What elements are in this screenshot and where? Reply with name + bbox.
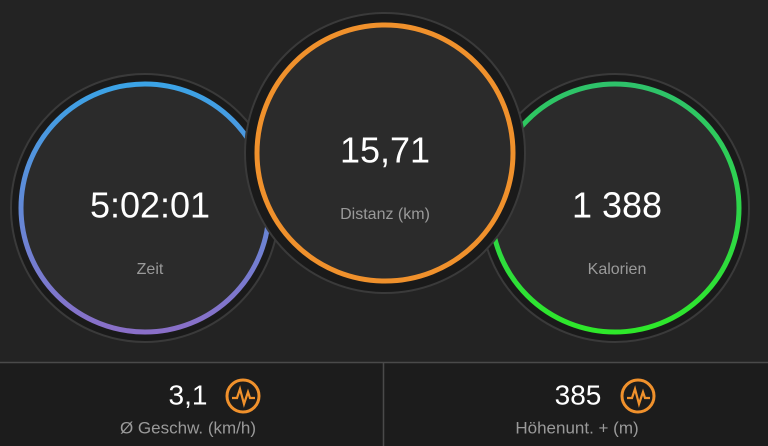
label: Kalorien [588, 261, 647, 278]
value: 5:02:01 [90, 185, 210, 226]
label: Höhenunt. + (m) [515, 418, 638, 437]
elevation-stat[interactable]: 385 Höhenunt. + (m) [515, 378, 656, 437]
activity-icon [225, 378, 261, 414]
value: 385 [555, 379, 602, 410]
time-circle[interactable]: 5:02:01 Zeit [10, 73, 280, 343]
activity-icon [620, 378, 656, 414]
label: Ø Geschw. (km/h) [120, 418, 256, 437]
label: Distanz (km) [340, 206, 430, 223]
speed-stat[interactable]: 3,1 Ø Geschw. (km/h) [120, 378, 261, 437]
calories-circle[interactable]: 1 388 Kalorien [480, 73, 750, 343]
value: 15,71 [340, 130, 430, 171]
distance-circle[interactable]: 15,71 Distanz (km) [244, 12, 526, 294]
value: 1 388 [572, 185, 662, 226]
label: Zeit [137, 261, 164, 278]
value: 3,1 [169, 379, 208, 410]
